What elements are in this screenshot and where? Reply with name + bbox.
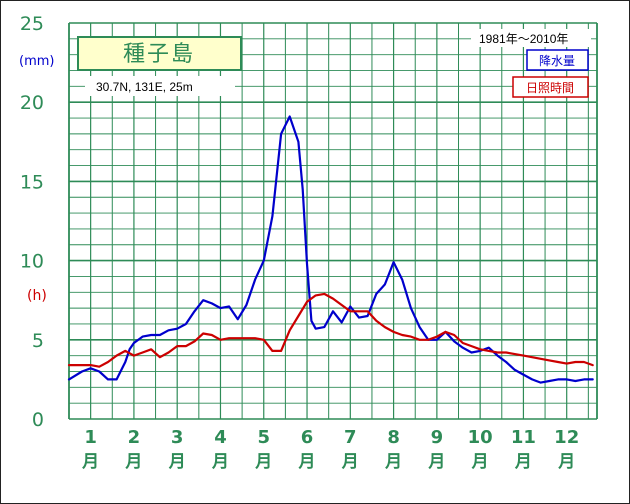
period-background [471, 29, 591, 47]
x-tick-label: 4 [214, 427, 227, 448]
x-tick-label: 10 [468, 427, 493, 448]
x-tick-label: 5 [257, 427, 270, 448]
x-tick-label: 6 [301, 427, 314, 448]
x-tick-label: 3 [171, 427, 184, 448]
legend-precip-label: 降水量 [539, 54, 575, 68]
x-tick-label: 7 [344, 427, 357, 448]
series-precipitation-line [67, 115, 594, 384]
y-axis-ticks: 0 5 10 15 20 25 [20, 13, 44, 431]
x-tick-suffix: 月 [298, 452, 316, 472]
station-box [77, 36, 242, 71]
x-tick-label: 1 [84, 427, 97, 448]
x-tick-suffix: 月 [427, 452, 445, 472]
period-label: 1981年〜2010年 [479, 32, 568, 46]
x-tick-suffix: 月 [168, 452, 186, 472]
x-tick-suffix: 月 [254, 452, 272, 472]
x-tick-suffix: 月 [471, 452, 489, 472]
legend-sunshine-label: 日照時間 [526, 81, 574, 95]
x-tick-suffix: 月 [514, 452, 532, 472]
y-tick-label: 5 [32, 330, 44, 352]
y-unit-mm: (mm) [19, 54, 54, 69]
y-unit-h: (h) [27, 288, 47, 304]
legend-precip-box [526, 49, 589, 71]
x-tick-suffix: 月 [81, 452, 99, 472]
x-tick-label: 8 [387, 427, 400, 448]
x-tick-label: 9 [431, 427, 444, 448]
x-tick-suffix: 月 [384, 452, 402, 472]
grid [68, 22, 598, 420]
station-coords: 30.7N, 131E, 25m [96, 80, 193, 94]
station-name: 種子島 [123, 42, 195, 67]
y-tick-label: 20 [20, 92, 44, 114]
x-tick-suffix: 月 [124, 452, 142, 472]
y-tick-label: 15 [20, 171, 44, 193]
x-tick-label: 11 [511, 427, 536, 448]
x-tick-suffix: 月 [211, 452, 229, 472]
y-tick-label: 25 [20, 13, 44, 35]
legend-sunshine-box [512, 76, 589, 98]
x-tick-suffix: 月 [341, 452, 359, 472]
series [67, 115, 594, 384]
x-axis-ticks: 1 月 2 月 3 月 4 月 5 月 6 月 7 月 8 月 9 月 10 月 11 月 12 月 [81, 427, 579, 472]
y-tick-label: 10 [20, 251, 44, 273]
x-tick-suffix: 月 [557, 452, 575, 472]
x-tick-label: 12 [554, 427, 579, 448]
x-tick-label: 2 [128, 427, 141, 448]
y-tick-label: 0 [32, 409, 44, 431]
series-sunshine-line [67, 292, 594, 368]
coords-background [85, 76, 235, 96]
